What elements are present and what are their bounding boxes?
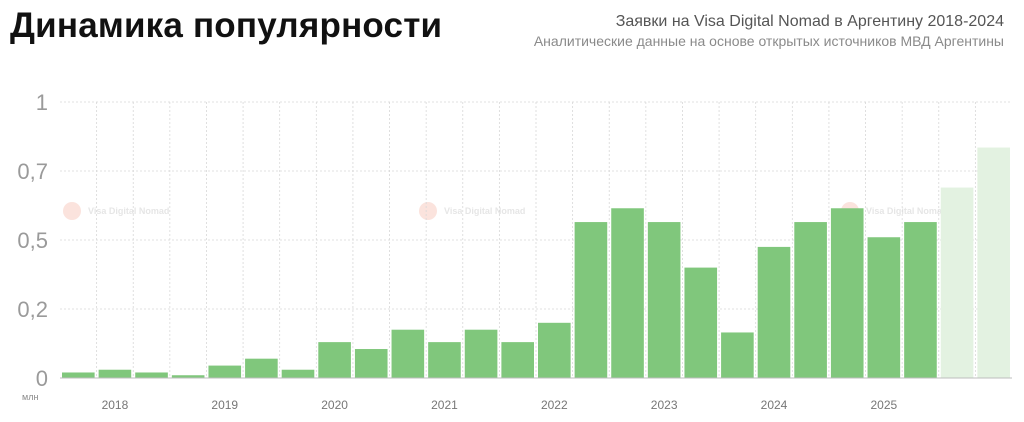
watermark-text: Visa Digital Nomad xyxy=(88,206,169,216)
bar xyxy=(574,222,608,378)
bar xyxy=(867,237,901,378)
watermark-2: Visa Digital Nomad xyxy=(419,202,525,220)
bar xyxy=(208,365,242,378)
x-tick-label: 2021 xyxy=(431,398,458,412)
bar xyxy=(501,342,534,378)
bar-forecast xyxy=(977,147,1010,378)
x-tick-label: 2024 xyxy=(761,398,788,412)
y-tick-label: 0,5 xyxy=(17,228,48,253)
bar-forecast xyxy=(940,187,974,378)
bar xyxy=(171,375,205,378)
grid-lines xyxy=(60,101,1012,378)
watermark-logo-icon xyxy=(63,202,81,220)
y-tick-label: 0,7 xyxy=(17,159,48,184)
y-tick-label: 0,2 xyxy=(17,297,48,322)
bar xyxy=(354,349,388,378)
bar xyxy=(647,222,681,378)
x-tick-label: 2018 xyxy=(102,398,129,412)
x-tick-label: 2022 xyxy=(541,398,568,412)
y-axis-ticks: 0 0,2 0,5 0,7 1 xyxy=(17,90,48,391)
watermark-layer: Visa Digital Nomad Visa Digital Nomad Visa… xyxy=(63,202,947,220)
watermark-logo-icon xyxy=(419,202,437,220)
bar xyxy=(611,208,644,378)
watermark-text: Visa Digital Nomad xyxy=(444,206,525,216)
watermark-text: Visa Digital Nomad xyxy=(866,206,947,216)
chart-subtitle: Заявки на Visa Digital Nomad в Аргентину… xyxy=(615,13,1004,30)
bar xyxy=(538,322,571,378)
bar xyxy=(281,369,315,378)
bar xyxy=(245,358,278,378)
bars xyxy=(62,147,1010,378)
y-tick-label: 0 xyxy=(36,366,48,391)
bar xyxy=(318,342,351,378)
bar xyxy=(904,222,937,378)
x-tick-label: 2019 xyxy=(211,398,238,412)
x-tick-label: 2025 xyxy=(870,398,897,412)
bar xyxy=(721,332,754,378)
bar xyxy=(794,222,827,378)
bar xyxy=(757,246,791,378)
chart-source-note: Аналитические данные на основе открытых … xyxy=(533,33,1004,49)
bar xyxy=(62,372,95,378)
bar xyxy=(391,329,425,378)
bar xyxy=(684,267,718,378)
bar xyxy=(464,329,498,378)
bar xyxy=(428,342,461,378)
chart-title: Динамика популярности xyxy=(10,6,443,45)
x-tick-label: 2023 xyxy=(651,398,678,412)
y-tick-label: 1 xyxy=(36,90,48,115)
x-axis-ticks: 2018 2019 2020 2021 2022 2023 2024 2025 xyxy=(102,398,898,412)
bar xyxy=(98,369,132,378)
x-tick-label: 2020 xyxy=(321,398,348,412)
y-axis-unit-label: млн xyxy=(22,392,38,402)
bar xyxy=(135,372,168,378)
bar xyxy=(830,208,864,378)
watermark-1: Visa Digital Nomad xyxy=(63,202,169,220)
